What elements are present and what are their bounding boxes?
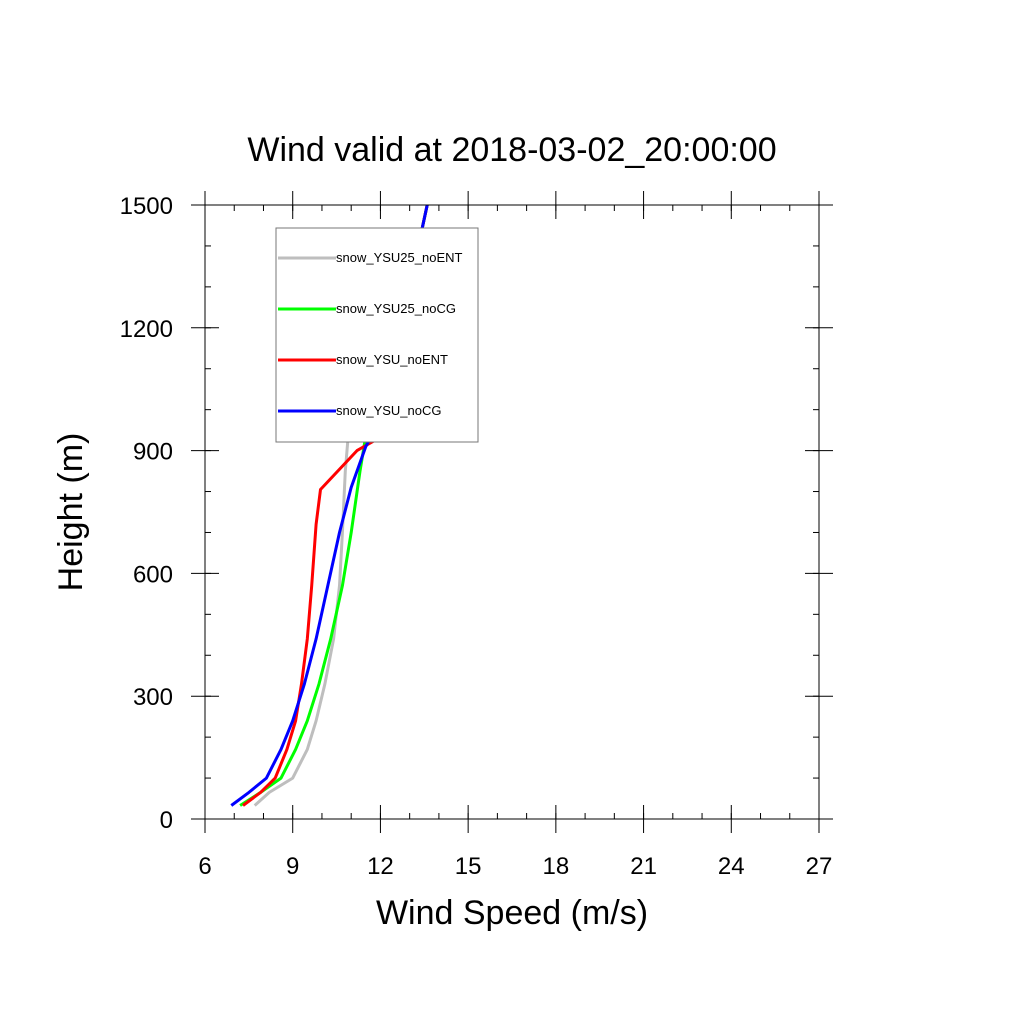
x-tick-label: 9 — [286, 853, 299, 880]
x-tick-label: 18 — [543, 853, 570, 880]
x-tick-label: 21 — [630, 853, 657, 880]
axis-ticks: 6 9 12 15 18 21 24 27 0 300 600 900 1200 1500 — [120, 191, 833, 880]
x-tick-label: 6 — [198, 853, 211, 880]
y-tick-label: 900 — [133, 439, 173, 466]
x-tick-label: 27 — [806, 853, 833, 880]
chart-title: Wind valid at 2018-03-02_20:00:00 — [247, 131, 776, 169]
legend: snow_YSU25_noENT snow_YSU25_noCG snow_YSU_… — [275, 227, 479, 443]
y-tick-label: 300 — [133, 684, 173, 711]
legend-label-3: snow_YSU_noCG — [336, 403, 442, 418]
legend-box — [275, 227, 479, 443]
legend-label-0: snow_YSU25_noENT — [336, 250, 463, 265]
y-tick-label: 600 — [133, 561, 173, 588]
x-axis-label: Wind Speed (m/s) — [376, 894, 648, 932]
x-tick-label: 24 — [718, 853, 745, 880]
y-tick-label: 1500 — [120, 193, 173, 220]
y-tick-label: 0 — [160, 807, 173, 834]
x-tick-label: 15 — [455, 853, 482, 880]
x-tick-label: 12 — [367, 853, 394, 880]
legend-label-2: snow_YSU_noENT — [336, 352, 448, 367]
legend-label-1: snow_YSU25_noCG — [336, 301, 456, 316]
plot-frame — [204, 204, 820, 820]
y-axis-label: Height (m) — [52, 433, 90, 592]
y-tick-label: 1200 — [120, 316, 173, 343]
